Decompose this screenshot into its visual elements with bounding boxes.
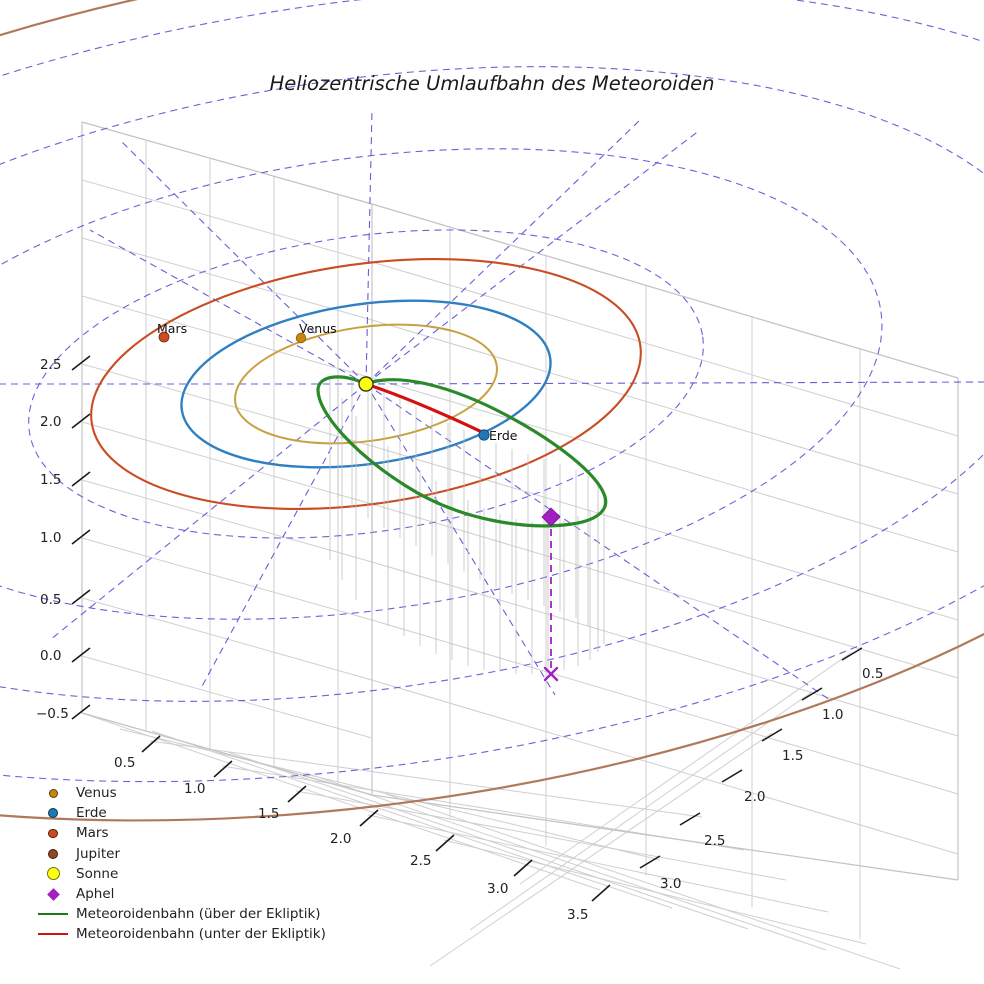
orbit-erde (180, 299, 552, 469)
tick-label: 3.5 (567, 907, 589, 923)
aphel-projection-x-icon (543, 666, 559, 682)
legend-label: Meteoroidenbahn (unter der Ekliptik) (76, 926, 326, 943)
orbit-jupiter (0, 0, 984, 822)
legend-label: Mars (76, 825, 109, 842)
point-label-mars: Mars (157, 321, 188, 336)
tick-label: 2.5 (704, 833, 726, 849)
tick-label: 1.5 (40, 472, 62, 488)
tick-label: 1.0 (40, 530, 62, 546)
legend-item[interactable]: Jupiter (30, 844, 326, 864)
orbit-mars (90, 258, 642, 510)
legend-item[interactable]: Mars (30, 823, 326, 843)
reference-lines-radial (0, 109, 984, 701)
tick-label: 2.5 (40, 357, 62, 373)
legend-label: Meteoroidenbahn (über der Ekliptik) (76, 906, 321, 923)
tick-label: −0.5 (36, 706, 69, 722)
tick-label: 3.0 (660, 876, 682, 892)
legend-label: Erde (76, 805, 107, 822)
meteoroid-orbit-below (364, 382, 488, 436)
legend-item[interactable]: Meteoroidenbahn (über der Ekliptik) (30, 904, 326, 924)
legend-line-icon (30, 933, 76, 936)
line-icon (38, 933, 68, 936)
diamond-icon (46, 887, 60, 901)
marker-venus (295, 332, 307, 344)
tick-label: 0.5 (114, 755, 136, 771)
dot-icon (48, 828, 58, 839)
page-title: Heliozentrische Umlaufbahn des Meteoroid… (269, 72, 715, 95)
dot-icon (48, 848, 58, 859)
legend: Venus Erde Mars Jupiter Sonne Aphel Meteoroide… (30, 783, 326, 945)
orbit-venus (234, 323, 498, 445)
legend-item[interactable]: Meteoroidenbahn (unter der Ekliptik) (30, 924, 326, 944)
dot-icon (46, 867, 60, 881)
legend-item[interactable]: Sonne (30, 864, 326, 884)
aphel-marker-icon (541, 507, 561, 527)
marker-sonne (358, 376, 374, 392)
tick-label: 1.0 (184, 781, 206, 797)
tick-label: 1.0 (822, 707, 844, 723)
axis-ticks (71, 355, 863, 902)
marker-mars (158, 331, 170, 343)
dot-icon (48, 808, 58, 819)
dot-icon (48, 788, 58, 798)
line-icon (38, 913, 68, 916)
legend-diamond-icon (30, 887, 76, 901)
legend-line-icon (30, 913, 76, 916)
tick-label: 2.0 (744, 789, 766, 805)
tick-label: 0.0 (40, 648, 62, 664)
legend-item[interactable]: Erde (30, 803, 326, 823)
legend-dot-icon (30, 828, 76, 839)
legend-label: Jupiter (76, 845, 121, 862)
point-label-venus: Venus (299, 321, 337, 336)
legend-label: Venus (76, 785, 117, 802)
tick-label: 2.5 (410, 853, 432, 869)
legend-item[interactable]: Aphel (30, 884, 326, 904)
tick-label: 0.5 (40, 592, 62, 608)
legend-item[interactable]: Venus (30, 783, 326, 803)
legend-dot-icon (30, 808, 76, 819)
legend-label: Sonne (76, 865, 119, 882)
reference-ellipses (0, 0, 984, 783)
tick-label: 1.5 (782, 748, 804, 764)
tick-label: 2.0 (40, 414, 62, 430)
tick-label: 3.0 (487, 881, 509, 897)
point-label-erde: Erde (489, 428, 518, 443)
legend-dot-icon (30, 848, 76, 859)
tick-label: 2.0 (330, 831, 352, 847)
tick-label: 0.5 (862, 666, 884, 682)
legend-dot-icon (30, 867, 76, 881)
marker-erde (478, 429, 490, 441)
meteoroid-orbit-above (316, 375, 608, 528)
legend-dot-icon (30, 788, 76, 798)
legend-label: Aphel (76, 886, 115, 903)
tick-label: 1.5 (258, 806, 280, 822)
